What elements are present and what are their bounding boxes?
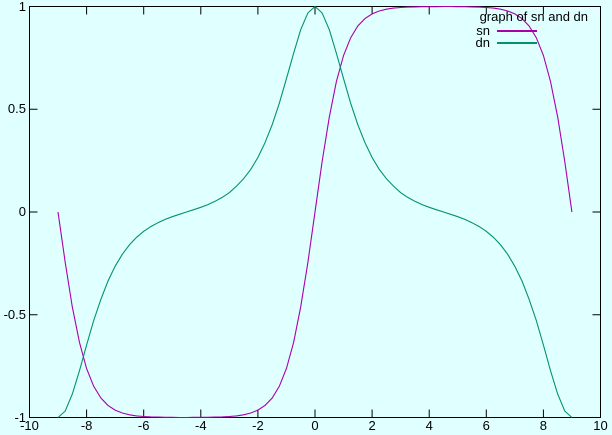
y-tick-label: -0.5 bbox=[3, 306, 26, 322]
x-tick-label: -6 bbox=[137, 418, 150, 433]
y-tick-label: 1 bbox=[18, 0, 26, 14]
legend-entry-sn: sn bbox=[476, 24, 537, 37]
legend-title: graph of sn and dn bbox=[479, 9, 588, 24]
x-tick-label: -8 bbox=[80, 418, 93, 433]
x-tick-label: 2 bbox=[368, 418, 376, 433]
x-tick-label: 10 bbox=[593, 418, 608, 433]
curve-sn bbox=[57, 5, 573, 419]
legend-label-dn: dn bbox=[475, 35, 490, 50]
x-tick-label: -4 bbox=[195, 418, 207, 433]
y-tick-label: 0 bbox=[18, 204, 26, 219]
legend-entry-dn: dn bbox=[476, 36, 537, 49]
legend-label-sn: sn bbox=[476, 23, 490, 38]
x-tick-label: 6 bbox=[482, 418, 490, 433]
x-tick-label: -10 bbox=[20, 418, 39, 433]
curve-dn bbox=[57, 5, 573, 418]
dn-line-sample bbox=[497, 41, 537, 44]
x-tick-label: 4 bbox=[425, 418, 433, 433]
y-tick-label: 0.5 bbox=[7, 101, 26, 117]
sn-line-sample bbox=[497, 29, 537, 32]
x-tick-label: 0 bbox=[311, 418, 319, 433]
x-tick-label: 8 bbox=[539, 418, 548, 433]
y-tick-label: -1 bbox=[14, 409, 26, 425]
x-tick-label: -2 bbox=[252, 418, 264, 433]
